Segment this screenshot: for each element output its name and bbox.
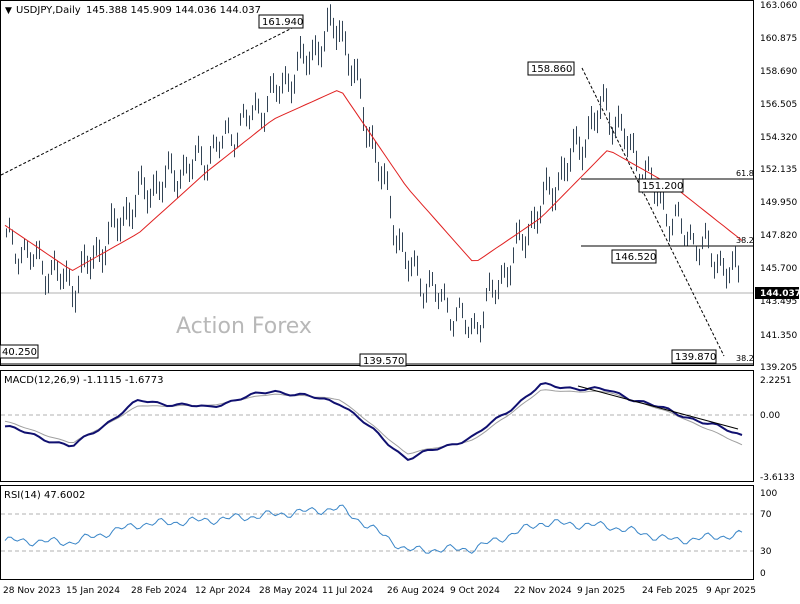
macd-line [4,382,743,462]
price-tick: 152.135 [760,165,797,175]
annotation-box [527,61,575,76]
x-tick: 24 Feb 2025 [642,586,698,596]
x-tick: 15 Jan 2024 [66,586,120,596]
price-tick: 143.495 [760,297,797,307]
annotation-box [359,353,407,367]
x-tick: 11 Jul 2024 [322,586,373,596]
annotation-box [0,344,39,359]
price-tick: 139.205 [760,363,797,373]
rsi-tick: 70 [760,510,772,520]
downtrend-dotted-line [581,67,725,357]
price-tick: 156.505 [760,100,797,110]
annotation-label: 146.520 [615,252,656,263]
price-tick: 149.950 [760,198,797,208]
x-tick: 26 Aug 2024 [387,586,445,596]
current-price-tag [755,287,799,299]
annotation-label: 161.940 [262,17,303,28]
chart-ohlc: 145.388 145.909 144.036 144.037 [86,5,261,16]
x-tick: 9 Apr 2025 [706,586,756,596]
fib-bottom-label: 38.2 [736,354,754,363]
x-tick: 9 Jan 2025 [577,586,625,596]
x-axis: 28 Nov 2023 15 Jan 2024 28 Feb 2024 12 A… [3,586,756,596]
price-tick: 158.690 [760,67,797,77]
price-y-axis: 163.060 160.875 158.690 156.505 154.320 … [760,1,797,373]
x-tick: 9 Oct 2024 [450,586,500,596]
macd-panel-frame [0,370,754,482]
x-tick: 22 Nov 2024 [514,586,572,596]
annotation-box [638,178,684,193]
uptrend-dotted-line [0,22,303,176]
rsi-panel-frame [0,485,754,580]
x-tick: 28 Nov 2023 [3,586,61,596]
x-tick: 12 Apr 2024 [195,586,251,596]
chart-symbol-marker: ▼ [5,6,12,16]
fib-61.8-label: 61.8 [736,169,754,178]
macd-signal-line [4,389,743,455]
rsi-tick: 30 [760,547,772,557]
annotation-label: 139.570 [363,356,404,367]
x-tick: 28 May 2024 [259,586,318,596]
annotation-label: 40.250 [2,347,37,358]
rsi-tick: 0 [760,569,766,579]
macd-tick: 2.2251 [760,376,792,386]
price-panel-frame [0,0,754,366]
macd-label: MACD(12,26,9) -1.1115 -1.6773 [4,375,164,386]
macd-tick: -3.6133 [760,473,795,483]
rsi-line [4,504,743,554]
price-tick: 154.320 [760,133,797,143]
macd-tick: 0.00 [760,411,780,421]
macd-trendline [577,385,739,430]
chart-symbol-label: USDJPY,Daily [16,5,81,16]
price-tick: 163.060 [760,1,797,11]
moving-average-line [4,90,743,271]
price-candles [6,4,739,343]
fib-38.2-label: 38.2 [736,236,754,245]
price-annotations: 161.940 158.860 151.200 146.520 139.870 … [0,14,717,367]
watermark: Action Forex [176,314,312,339]
price-tick: 147.820 [760,231,797,241]
annotation-box [258,14,304,29]
rsi-label: RSI(14) 47.6002 [4,490,85,501]
price-tick: 160.875 [760,34,797,44]
annotation-label: 139.870 [675,352,716,363]
x-tick: 28 Feb 2024 [131,586,187,596]
rsi-tick: 100 [760,489,777,499]
annotation-label: 151.200 [642,181,683,192]
annotation-label: 158.860 [531,64,572,75]
annotation-box [611,249,657,264]
current-price-label: 144.037 [760,289,800,299]
price-tick: 141.350 [760,331,797,341]
annotation-box [671,349,717,364]
price-tick: 145.700 [760,264,797,274]
